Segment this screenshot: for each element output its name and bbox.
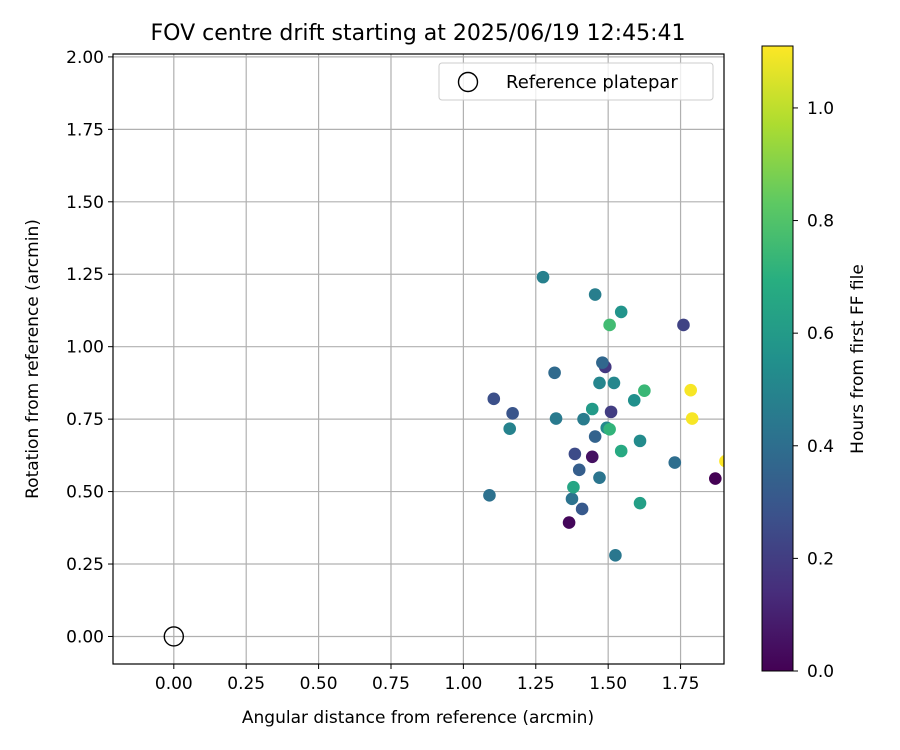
scatter-point [565,492,579,506]
scatter-point [684,383,697,397]
x-tick-label: 0.75 [372,674,410,694]
y-tick-label: 1.25 [66,265,104,285]
legend-label-reference: Reference platepar [506,72,678,93]
scatter-point [577,412,590,426]
colorbar-frame [761,45,794,672]
scatter-point [614,305,628,319]
colorbar-tick-label: 0.6 [807,324,834,344]
scatter-point [627,393,641,407]
colorbar-tick-label: 0.0 [807,662,834,682]
scatter-point [603,318,616,332]
scatter-point [677,318,690,332]
y-tick-label: 1.00 [66,338,104,358]
colorbar-label: Hours from first FF file [848,264,868,454]
scatter-point [593,471,606,484]
y-tick-label: 1.50 [66,193,104,213]
scatter-points [483,270,724,562]
x-tick-label: 1.75 [662,674,700,694]
plot-frame [112,53,725,665]
y-tick-label: 2.00 [66,48,104,68]
scatter-point [668,456,682,469]
scatter-point [633,496,647,510]
scatter-point [536,270,550,284]
scatter-point [719,455,724,468]
scatter-point [567,480,580,494]
scatter-point [562,516,576,529]
scatter-point [614,444,628,458]
scatter-point [549,412,563,425]
chart-title: FOV centre drift starting at 2025/06/19 … [151,21,686,46]
x-axis: 0.00 0.25 0.50 0.75 1.00 1.25 1.50 1.75 [155,664,700,694]
x-tick-label: 0.25 [227,674,265,694]
reference-layer [163,626,185,647]
y-tick-label: 0.75 [66,410,104,430]
scatter-point [487,392,501,406]
x-tick-label: 1.00 [444,674,482,694]
x-tick-label: 0.50 [300,674,338,694]
colorbar: 0.0 0.2 0.4 0.6 0.8 1.0 Hours from first FF f… [761,45,868,682]
colorbar-tick-label: 0.4 [807,437,834,457]
x-tick-label: 1.25 [517,674,555,694]
scatter-point [638,384,651,398]
scatter-point [548,366,561,380]
colorbar-gradient [762,46,793,671]
scatter-point [503,422,517,435]
y-tick-label: 0.50 [66,483,104,503]
scatter-point [575,502,589,516]
x-tick-label: 1.50 [589,674,627,694]
scatter-point [633,434,647,448]
y-axis-label: Rotation from reference (arcmin) [23,219,43,499]
y-tick-label: 1.75 [66,120,104,140]
x-axis-label: Angular distance from reference (arcmin) [242,708,594,728]
x-tick-label: 0.00 [155,674,193,694]
legend: Reference platepar [438,62,714,101]
grid [113,54,724,664]
scatter-point [568,447,582,461]
scatter-point [604,405,618,419]
scatter-point [506,407,519,420]
reference-marker [163,626,185,647]
colorbar-ticks: 0.0 0.2 0.4 0.6 0.8 1.0 [793,99,834,682]
scatter-point [585,450,599,464]
scatter-point [709,472,722,485]
colorbar-tick-label: 0.8 [807,212,834,232]
colorbar-tick-label: 0.2 [807,549,834,569]
scatter-point [588,430,602,443]
scatter-point [596,356,609,369]
colorbar-tick-label: 1.0 [807,99,834,119]
legend-box [438,62,714,101]
y-tick-label: 0.25 [66,555,104,575]
scatter-point [607,376,621,390]
y-tick-label: 0.00 [66,627,104,647]
legend-marker-reference [457,71,479,93]
scatter-point [603,422,616,436]
y-axis: 0.00 0.25 0.50 0.75 1.00 1.25 1.50 1.75 2.00 [66,48,113,647]
scatter-point [585,402,599,416]
scatter-point [685,412,699,425]
scatter-point [593,376,606,390]
scatter-point [588,288,602,301]
scatter-point [609,549,622,562]
scatter-point [483,489,496,502]
scatter-point [572,463,586,477]
